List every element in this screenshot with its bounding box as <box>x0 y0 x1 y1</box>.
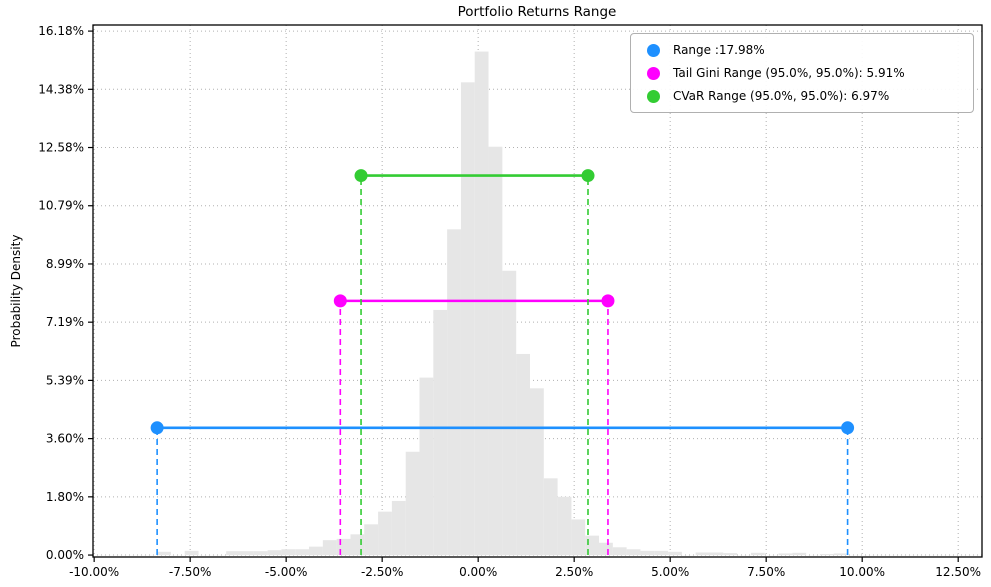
histogram-bar <box>819 554 834 556</box>
y-tick-label: 0.00% <box>46 548 84 562</box>
histogram-bar <box>668 551 682 556</box>
histogram-bar <box>309 546 323 556</box>
range-overlay-cvar-range <box>354 169 595 556</box>
x-tick-label: -2.50% <box>361 565 403 579</box>
histogram-bar <box>516 353 530 556</box>
histogram-bar <box>750 552 765 556</box>
axis-ticks <box>88 30 959 562</box>
tail-gini-range-marker <box>601 294 615 308</box>
y-tick-labels: 0.00% 1.80% 3.60% 5.39% 7.19% 8.99% 10.79% 12.5… <box>38 24 84 562</box>
histogram-bar <box>322 540 337 556</box>
histogram-bar <box>502 270 517 556</box>
x-tick-label: 12.50% <box>935 565 981 579</box>
legend-item-cvar: CVaR Range (95.0%, 95.0%): 6.97% <box>640 87 963 105</box>
histogram-bar <box>295 549 310 556</box>
x-tick-label: -10.00% <box>69 565 119 579</box>
histogram-bar <box>599 542 613 556</box>
legend-marker-cvar-icon <box>647 89 660 103</box>
legend-label-cvar: CVaR Range (95.0%, 95.0%): 6.97% <box>673 89 890 103</box>
y-tick-label: 7.19% <box>46 315 84 329</box>
y-tick-label: 14.38% <box>38 82 84 96</box>
y-tick-label: 12.58% <box>38 141 84 155</box>
range-marker <box>841 421 855 435</box>
x-tick-label: 10.00% <box>839 565 885 579</box>
histogram-bar <box>253 551 268 556</box>
histogram-bars <box>157 51 848 556</box>
tail-gini-range-marker <box>333 294 347 308</box>
legend-label-range: Range :17.98% <box>673 43 765 57</box>
histogram-bar <box>488 146 503 556</box>
range-overlay-range <box>150 421 855 556</box>
histogram-bar <box>778 553 793 556</box>
histogram-bar <box>336 538 351 556</box>
histogram-bar <box>654 550 669 556</box>
histogram-bar <box>543 478 558 556</box>
histogram-bar <box>281 549 296 556</box>
histogram-bar <box>157 551 171 556</box>
y-tick-label: 5.39% <box>46 373 84 387</box>
x-tick-label: 7.50% <box>747 565 785 579</box>
x-tick-label: -5.00% <box>265 565 307 579</box>
y-tick-label: 10.79% <box>38 199 84 213</box>
histogram-bar <box>350 534 365 556</box>
histogram-bar <box>833 553 848 556</box>
histogram-bar <box>378 511 392 556</box>
histogram-bar <box>433 309 448 556</box>
x-tick-labels: -10.00% -7.50% -5.00% -2.50% 0.00% 2.50% 5.00%… <box>69 565 981 579</box>
histogram-bar <box>405 451 420 556</box>
x-tick-label: -7.50% <box>169 565 211 579</box>
histogram-bar <box>695 552 710 556</box>
range-marker <box>150 421 164 435</box>
cvar-range-marker <box>581 169 595 183</box>
x-tick-label: 0.00% <box>459 565 497 579</box>
range-overlay-tail-gini-range <box>333 294 615 556</box>
x-tick-label: 2.50% <box>555 565 593 579</box>
histogram-bar <box>391 500 406 556</box>
y-tick-label: 16.18% <box>38 24 84 38</box>
histogram-bar <box>184 550 199 556</box>
chart-title: Portfolio Returns Range <box>457 4 617 20</box>
legend-marker-range-icon <box>647 43 660 57</box>
histogram-bar <box>571 519 586 556</box>
histogram-bar <box>474 51 489 556</box>
histogram-bar <box>529 388 544 556</box>
legend-label-tail-gini: Tail Gini Range (95.0%, 95.0%): 5.91% <box>673 66 905 80</box>
cvar-range-marker <box>354 169 368 183</box>
legend: Range :17.98% Tail Gini Range (95.0%, 95… <box>630 33 974 113</box>
histogram-bar <box>239 551 254 556</box>
histogram-bar <box>364 524 379 556</box>
plot-border <box>92 24 983 558</box>
legend-item-tail-gini: Tail Gini Range (95.0%, 95.0%): 5.91% <box>640 64 963 82</box>
y-tick-label: 1.80% <box>46 490 84 504</box>
histogram-bar <box>226 551 240 556</box>
histogram-bar <box>267 550 282 556</box>
y-tick-label: 3.60% <box>46 432 84 446</box>
histogram-bar <box>723 553 738 556</box>
legend-item-range: Range :17.98% <box>640 41 963 59</box>
histogram-bar <box>612 547 627 556</box>
histogram-bar <box>626 549 641 556</box>
histogram-bar <box>709 552 724 556</box>
histogram-bar <box>557 496 572 556</box>
x-tick-label: 5.00% <box>651 565 689 579</box>
histogram-bar <box>419 377 434 556</box>
histogram-bar <box>460 82 475 556</box>
histogram-bar <box>447 229 461 556</box>
legend-marker-tail-gini-icon <box>647 66 660 80</box>
histogram-bar <box>792 552 807 556</box>
histogram-bar <box>640 550 655 556</box>
y-tick-label: 8.99% <box>46 257 84 271</box>
